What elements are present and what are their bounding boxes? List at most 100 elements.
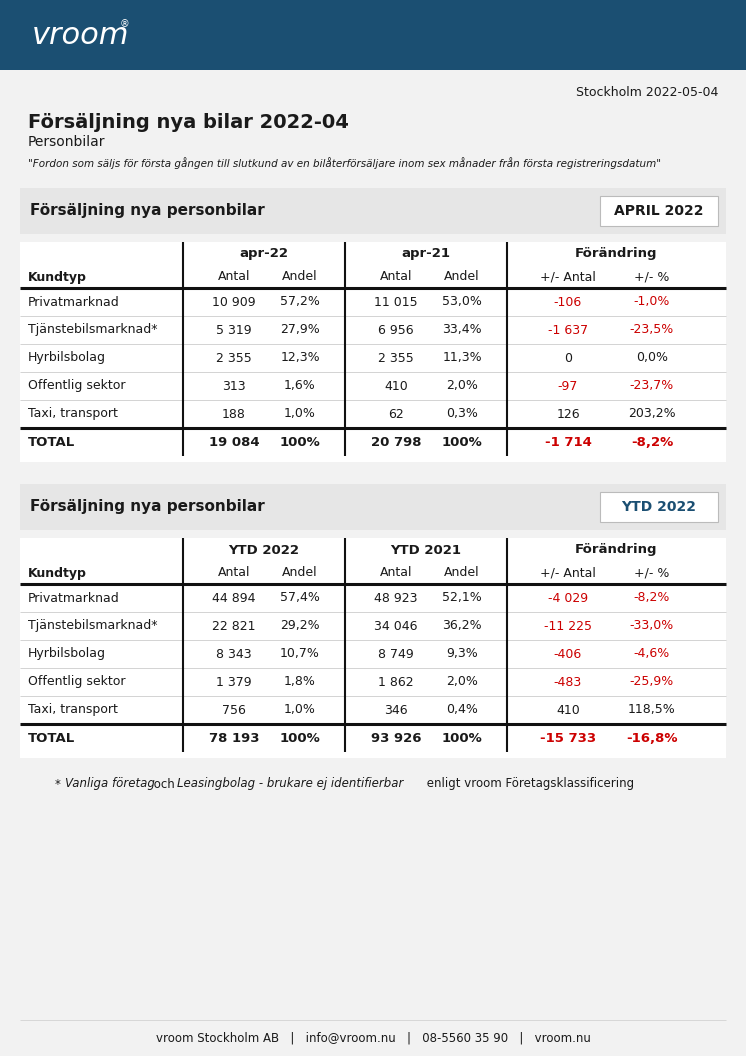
Text: 19 084: 19 084 bbox=[209, 435, 260, 449]
Text: 20 798: 20 798 bbox=[371, 435, 421, 449]
Text: Taxi, transport: Taxi, transport bbox=[28, 408, 118, 420]
Text: Antal: Antal bbox=[218, 270, 250, 283]
Bar bbox=[600, 492, 718, 522]
Text: -106: -106 bbox=[554, 296, 582, 308]
Text: 2 355: 2 355 bbox=[378, 352, 414, 364]
Text: 10 909: 10 909 bbox=[212, 296, 256, 308]
Text: Privatmarknad: Privatmarknad bbox=[28, 296, 120, 308]
Text: -4 029: -4 029 bbox=[548, 591, 588, 604]
Text: -483: -483 bbox=[554, 676, 582, 689]
Text: "Fordon som säljs för första gången till slutkund av en bilåterförsäljare inom s: "Fordon som säljs för första gången till… bbox=[28, 157, 661, 169]
Text: 0: 0 bbox=[564, 352, 572, 364]
Text: -97: -97 bbox=[558, 379, 578, 393]
Text: 1,6%: 1,6% bbox=[284, 379, 316, 393]
Text: ®: ® bbox=[120, 19, 130, 29]
Bar bbox=[20, 242, 726, 463]
Text: 8 749: 8 749 bbox=[378, 647, 414, 660]
Text: Tjänstebilsmarknad*: Tjänstebilsmarknad* bbox=[28, 620, 157, 633]
Text: 203,2%: 203,2% bbox=[628, 408, 676, 420]
Text: Andel: Andel bbox=[444, 566, 480, 580]
Text: 53,0%: 53,0% bbox=[442, 296, 482, 308]
Text: Taxi, transport: Taxi, transport bbox=[28, 703, 118, 717]
Text: 2 355: 2 355 bbox=[216, 352, 252, 364]
Text: 11 015: 11 015 bbox=[374, 296, 418, 308]
Text: -25,9%: -25,9% bbox=[630, 676, 674, 689]
Text: Antal: Antal bbox=[218, 566, 250, 580]
Text: TOTAL: TOTAL bbox=[28, 435, 75, 449]
Text: +/- %: +/- % bbox=[634, 270, 670, 283]
Text: 8 343: 8 343 bbox=[216, 647, 252, 660]
Text: 1,0%: 1,0% bbox=[284, 408, 316, 420]
Text: -1,0%: -1,0% bbox=[634, 296, 670, 308]
Text: -33,0%: -33,0% bbox=[630, 620, 674, 633]
Bar bbox=[20, 188, 726, 234]
Text: apr-21: apr-21 bbox=[401, 247, 451, 261]
Text: Andel: Andel bbox=[282, 566, 318, 580]
Text: 188: 188 bbox=[222, 408, 246, 420]
Text: -1 714: -1 714 bbox=[545, 435, 592, 449]
Text: 34 046: 34 046 bbox=[374, 620, 418, 633]
Text: 756: 756 bbox=[222, 703, 246, 717]
Bar bbox=[0, 0, 746, 70]
Text: 29,2%: 29,2% bbox=[280, 620, 320, 633]
Bar bbox=[20, 484, 726, 530]
Text: -16,8%: -16,8% bbox=[626, 732, 678, 744]
Text: Andel: Andel bbox=[282, 270, 318, 283]
Text: TOTAL: TOTAL bbox=[28, 732, 75, 744]
Text: 5 319: 5 319 bbox=[216, 323, 252, 337]
Text: 1 379: 1 379 bbox=[216, 676, 252, 689]
Text: Kundtyp: Kundtyp bbox=[28, 566, 87, 580]
Text: 27,9%: 27,9% bbox=[280, 323, 320, 337]
Text: 22 821: 22 821 bbox=[213, 620, 256, 633]
Text: Personbilar: Personbilar bbox=[28, 135, 105, 149]
Text: 2,0%: 2,0% bbox=[446, 676, 478, 689]
Text: -11 225: -11 225 bbox=[544, 620, 592, 633]
Text: 10,7%: 10,7% bbox=[280, 647, 320, 660]
Text: 11,3%: 11,3% bbox=[442, 352, 482, 364]
Text: 48 923: 48 923 bbox=[374, 591, 418, 604]
Text: 93 926: 93 926 bbox=[371, 732, 421, 744]
Text: -23,5%: -23,5% bbox=[630, 323, 674, 337]
Text: 1 862: 1 862 bbox=[378, 676, 414, 689]
Text: -8,2%: -8,2% bbox=[631, 435, 673, 449]
Text: 44 894: 44 894 bbox=[213, 591, 256, 604]
Text: enligt vroom Företagsklassificering: enligt vroom Företagsklassificering bbox=[423, 777, 634, 791]
Text: Förändring: Förändring bbox=[575, 544, 658, 557]
Text: -8,2%: -8,2% bbox=[634, 591, 670, 604]
Text: +/- %: +/- % bbox=[634, 566, 670, 580]
Text: 57,4%: 57,4% bbox=[280, 591, 320, 604]
Text: 33,4%: 33,4% bbox=[442, 323, 482, 337]
Text: 36,2%: 36,2% bbox=[442, 620, 482, 633]
Text: Förändring: Förändring bbox=[575, 247, 658, 261]
Text: 62: 62 bbox=[388, 408, 404, 420]
Text: 1,8%: 1,8% bbox=[284, 676, 316, 689]
Text: Kundtyp: Kundtyp bbox=[28, 270, 87, 283]
Text: Offentlig sektor: Offentlig sektor bbox=[28, 379, 125, 393]
Text: Försäljning nya personbilar: Försäljning nya personbilar bbox=[30, 204, 265, 219]
Text: apr-22: apr-22 bbox=[239, 247, 289, 261]
Text: 410: 410 bbox=[556, 703, 580, 717]
Text: Hyrbilsbolag: Hyrbilsbolag bbox=[28, 647, 106, 660]
Text: 78 193: 78 193 bbox=[209, 732, 260, 744]
Text: -23,7%: -23,7% bbox=[630, 379, 674, 393]
Text: 126: 126 bbox=[557, 408, 580, 420]
Text: -1 637: -1 637 bbox=[548, 323, 588, 337]
Text: Antal: Antal bbox=[380, 566, 413, 580]
Text: Tjänstebilsmarknad*: Tjänstebilsmarknad* bbox=[28, 323, 157, 337]
Text: 52,1%: 52,1% bbox=[442, 591, 482, 604]
Text: 0,3%: 0,3% bbox=[446, 408, 478, 420]
Text: Leasingbolag - brukare ej identifierbar: Leasingbolag - brukare ej identifierbar bbox=[177, 777, 404, 791]
Text: 6 956: 6 956 bbox=[378, 323, 414, 337]
Text: 100%: 100% bbox=[442, 435, 483, 449]
Text: +/- Antal: +/- Antal bbox=[540, 566, 596, 580]
Text: 9,3%: 9,3% bbox=[446, 647, 478, 660]
Text: Försäljning nya bilar 2022-04: Försäljning nya bilar 2022-04 bbox=[28, 113, 349, 132]
Text: YTD 2021: YTD 2021 bbox=[390, 544, 462, 557]
Text: och: och bbox=[150, 777, 178, 791]
Text: 100%: 100% bbox=[280, 732, 320, 744]
Text: Offentlig sektor: Offentlig sektor bbox=[28, 676, 125, 689]
Text: Hyrbilsbolag: Hyrbilsbolag bbox=[28, 352, 106, 364]
Text: 410: 410 bbox=[384, 379, 408, 393]
Text: +/- Antal: +/- Antal bbox=[540, 270, 596, 283]
Text: vroom Stockholm AB   |   info@vroom.nu   |   08-5560 35 90   |   vroom.nu: vroom Stockholm AB | info@vroom.nu | 08-… bbox=[156, 1032, 590, 1044]
